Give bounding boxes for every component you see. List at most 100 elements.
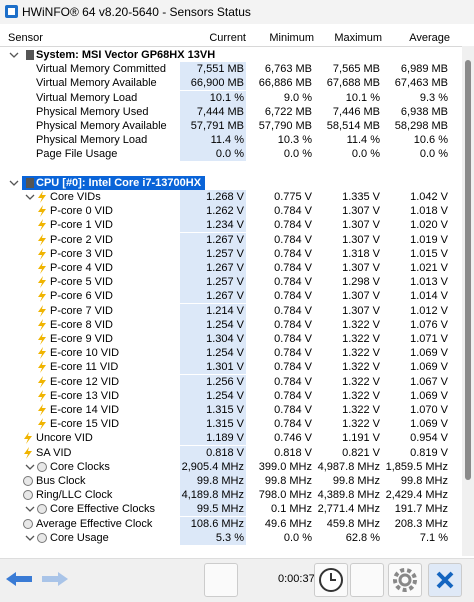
sensor-value: 10.1 % [180, 90, 246, 105]
network-button[interactable] [204, 563, 238, 597]
close-icon [436, 571, 454, 589]
clock-button[interactable] [314, 563, 348, 597]
sensor-value: 1.214 V [180, 303, 246, 318]
sensor-name: P-core 4 VID [50, 262, 113, 274]
sensor-name: Average Effective Clock [36, 517, 153, 530]
expand-toggle [25, 506, 35, 513]
device-icon [26, 177, 34, 188]
sensor-value: 1.015 V [410, 247, 448, 260]
sensor-value: 57,790 MB [258, 120, 312, 132]
sensor-value: 7,551 MB [180, 62, 246, 77]
expand-toggle [25, 194, 35, 200]
sensor-value: 99.8 MHz [180, 474, 246, 488]
group-name: CPU [#0]: Intel Core i7-13700HX [36, 175, 206, 190]
column-header: Sensor [8, 32, 43, 44]
window-title: HWiNFO® 64 v8.20-5640 - Sensors Status [22, 5, 251, 19]
sensor-value: 0.0 % [180, 147, 246, 162]
sensor-name: Core Clocks [50, 460, 110, 473]
sensor-value: 7,444 MB [180, 104, 246, 119]
sensor-value: 1.020 V [410, 219, 448, 232]
sensor-value: 1.257 V [180, 246, 246, 261]
sensor-name: E-core 15 VID [50, 418, 120, 431]
sensor-value: 1.301 V [180, 360, 246, 375]
sensor-value: 1.014 V [410, 290, 448, 303]
sensor-value: 1.018 V [410, 205, 448, 218]
voltage-icon [38, 304, 46, 317]
sensor-value: 1.322 V [342, 318, 380, 331]
sensor-value: 1.315 V [180, 403, 246, 417]
sensor-value: 6,938 MB [400, 105, 448, 118]
sensor-value: 0.784 V [274, 233, 312, 246]
sensor-value: 0.0 % [283, 148, 312, 161]
expand-toggle [9, 52, 19, 58]
sensor-name: SA VID [36, 446, 72, 459]
sensor-value: 6,763 MB [264, 63, 312, 76]
column-header: Maximum [334, 32, 382, 44]
sensor-value: 1.262 V [180, 204, 246, 219]
voltage-icon [38, 290, 46, 303]
sensor-value: 0.784 V [274, 389, 312, 402]
nav-forward-button[interactable] [40, 569, 70, 589]
sensor-value: 1.254 V [180, 346, 246, 361]
sensor-name: Physical Memory Available [36, 120, 167, 132]
sensor-value: 0.784 V [274, 304, 312, 317]
close-button[interactable] [428, 563, 462, 597]
sensor-value: 4,987.8 MHz [317, 460, 380, 473]
scroll-thumb[interactable] [465, 60, 471, 480]
sensor-value: 1.307 V [342, 304, 380, 317]
sensor-value: 1.076 V [410, 318, 448, 331]
sensor-value: 1.013 V [410, 276, 448, 289]
sensor-value: 1,859.5 MHz [385, 460, 448, 473]
sensor-name: P-core 0 VID [50, 205, 113, 218]
sensor-name: Ring/LLC Clock [36, 489, 113, 502]
sensor-value: 10.1 % [345, 91, 380, 104]
sensor-value: 1.322 V [342, 333, 380, 345]
voltage-icon [38, 318, 46, 331]
settings-button[interactable] [388, 563, 422, 597]
sensor-name: Virtual Memory Available [36, 77, 157, 90]
sensor-name: Core Usage [50, 531, 109, 544]
sensor-value: 1.298 V [342, 276, 380, 289]
sensor-value: 11.4 % [180, 133, 246, 148]
voltage-icon [38, 205, 46, 218]
sensor-value: 1.019 V [410, 233, 448, 246]
sensor-value: 1.335 V [342, 191, 380, 203]
sensor-value: 1.267 V [180, 232, 246, 247]
sensor-value: 1.304 V [180, 332, 246, 346]
sensor-name: E-core 9 VID [50, 333, 113, 345]
sensor-value: 1.234 V [180, 218, 246, 233]
sensor-value: 0.784 V [274, 318, 312, 331]
voltage-icon [38, 347, 46, 360]
nav-back-button[interactable] [4, 569, 34, 589]
sensor-name: E-core 11 VID [50, 361, 119, 374]
sensor-name: Virtual Memory Committed [36, 63, 166, 76]
voltage-icon [38, 276, 46, 289]
sensor-value: 1.256 V [180, 374, 246, 389]
sensor-value: 67,688 MB [326, 77, 380, 90]
voltage-icon [38, 247, 46, 260]
sensor-value: 1.012 V [410, 304, 448, 317]
sensor-name: P-core 7 VID [50, 304, 113, 317]
sensor-icon [37, 532, 47, 543]
sensor-value: 0.784 V [274, 361, 312, 374]
sensor-value: 0.784 V [274, 276, 312, 289]
sensor-value: 459.8 MHz [326, 517, 380, 530]
expand-toggle [25, 535, 35, 541]
voltage-icon [24, 432, 32, 445]
sensor-value: 2,905.4 MHz [180, 459, 246, 474]
sensor-value: 0.746 V [274, 432, 312, 445]
sensor-value: 1.322 V [342, 389, 380, 402]
sensor-name: Physical Memory Load [36, 134, 148, 147]
sensor-value: 0.0 % [351, 148, 380, 161]
sensor-value: 1.268 V [180, 190, 246, 204]
report-button[interactable] [350, 563, 384, 597]
sensor-value: 67,463 MB [394, 77, 448, 90]
voltage-icon [38, 233, 46, 246]
sensor-value: 0.784 V [274, 247, 312, 260]
sensor-name: E-core 12 VID [50, 375, 120, 388]
sensor-icon [23, 490, 33, 501]
voltage-icon [38, 375, 46, 388]
gear-icon [393, 568, 417, 592]
sensor-icon [37, 504, 47, 515]
sensor-value: 1.267 V [180, 261, 246, 275]
